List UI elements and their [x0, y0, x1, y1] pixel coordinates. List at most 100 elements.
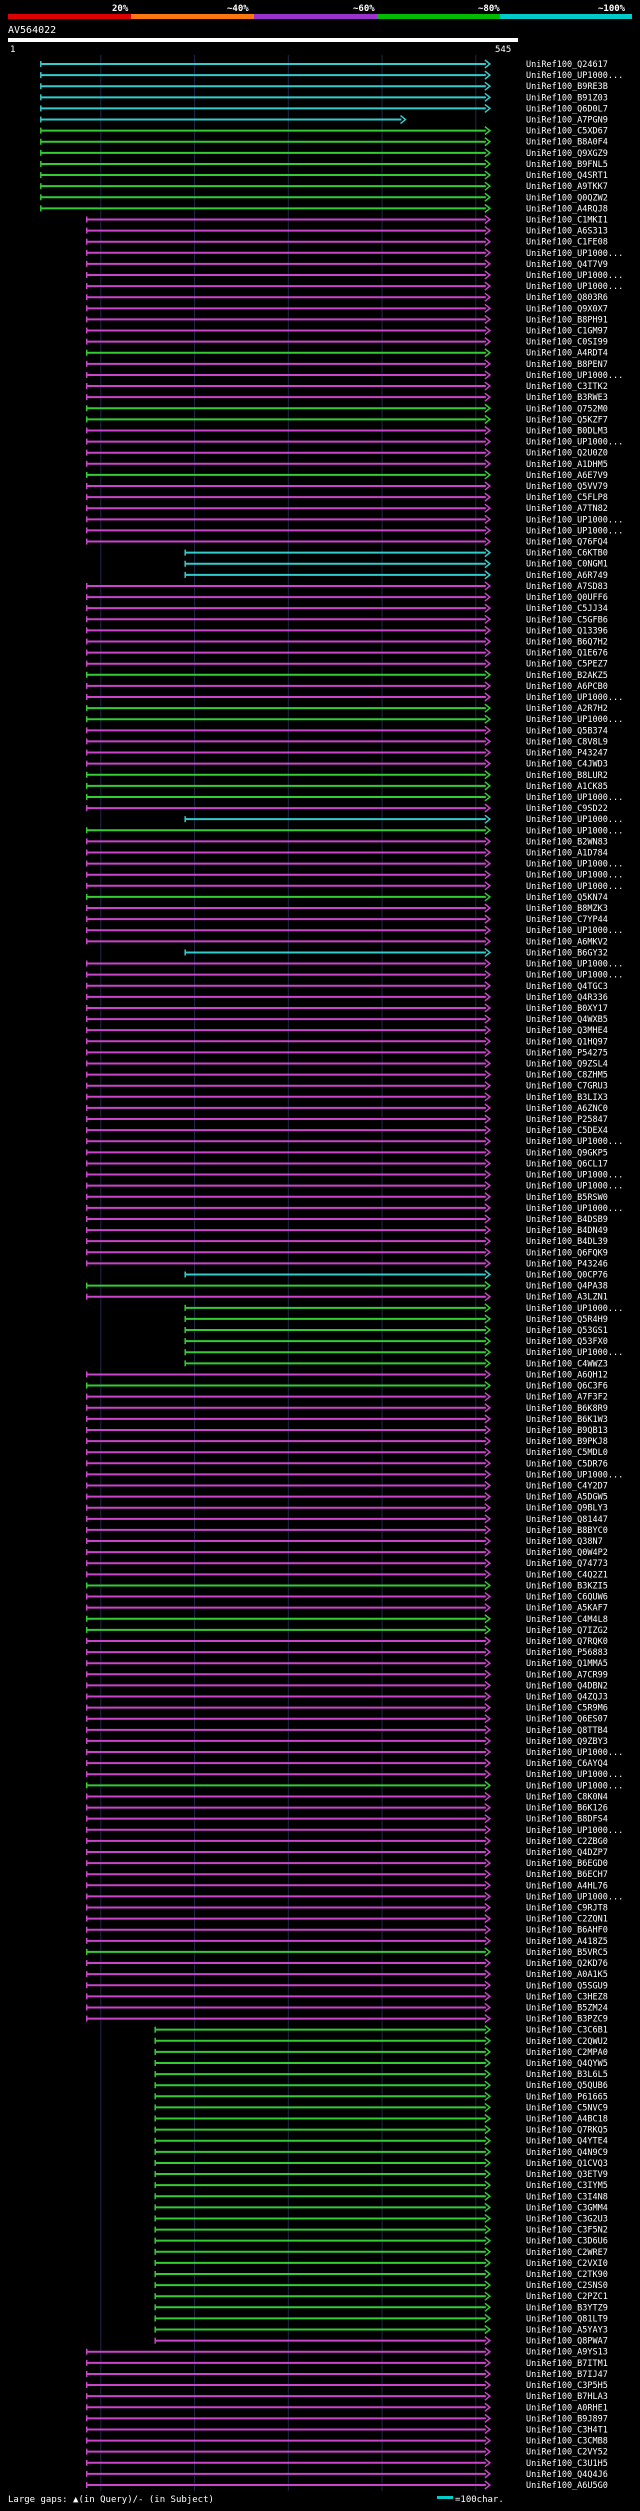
hit-row[interactable]: UniRef100_A7SD83: [86, 581, 608, 592]
hit-row[interactable]: UniRef100_B6EGD0: [86, 1858, 608, 1869]
hit-label[interactable]: UniRef100_A7TN82: [526, 504, 608, 514]
hit-label[interactable]: UniRef100_A6E7V9: [526, 471, 608, 481]
hit-label[interactable]: UniRef100_UP1000...: [526, 1348, 623, 1358]
hit-row[interactable]: UniRef100_Q24617: [40, 59, 608, 70]
hit-row[interactable]: UniRef100_A7F3F2: [86, 1392, 608, 1403]
hit-label[interactable]: UniRef100_Q9XGZ9: [526, 149, 608, 159]
hit-label[interactable]: UniRef100_C4Q2Z1: [526, 1570, 608, 1580]
hit-label[interactable]: UniRef100_C5PEZ7: [526, 660, 608, 670]
hit-label[interactable]: UniRef100_UP1000...: [526, 526, 623, 536]
hit-row[interactable]: UniRef100_P56883: [86, 1647, 608, 1658]
hit-label[interactable]: UniRef100_Q6C3F6: [526, 1382, 608, 1392]
hit-row[interactable]: UniRef100_C2VY52: [86, 2447, 608, 2458]
hit-row[interactable]: UniRef100_B3YTZ9: [154, 2302, 608, 2313]
hit-label[interactable]: UniRef100_UP1000...: [526, 793, 623, 803]
hit-row[interactable]: UniRef100_C5GFB6: [86, 614, 608, 625]
hit-row[interactable]: UniRef100_B6AHF0: [86, 1925, 608, 1936]
hit-row[interactable]: UniRef100_B8MZK3: [86, 903, 608, 914]
hit-row[interactable]: UniRef100_C3U1H5: [86, 2458, 608, 2469]
hit-label[interactable]: UniRef100_C8K0N4: [526, 1792, 608, 1802]
hit-label[interactable]: UniRef100_P43246: [526, 1259, 608, 1269]
hit-label[interactable]: UniRef100_UP1000...: [526, 1781, 623, 1791]
hit-label[interactable]: UniRef100_P54275: [526, 1048, 608, 1058]
hit-label[interactable]: UniRef100_C7YP44: [526, 915, 608, 925]
hit-label[interactable]: UniRef100_B6GY32: [526, 948, 608, 958]
hit-row[interactable]: UniRef100_Q4DBN2: [86, 1680, 608, 1691]
hit-row[interactable]: UniRef100_Q2U0Z0: [86, 448, 608, 459]
hit-label[interactable]: UniRef100_B4DN49: [526, 1226, 608, 1236]
hit-label[interactable]: UniRef100_A6QH12: [526, 1370, 608, 1380]
hit-row[interactable]: UniRef100_Q5R4H9: [184, 1314, 608, 1325]
hit-row[interactable]: UniRef100_C7YP44: [86, 914, 608, 925]
hit-label[interactable]: UniRef100_C5R9M6: [526, 1704, 608, 1714]
hit-label[interactable]: UniRef100_A9TKK7: [526, 182, 608, 192]
hit-label[interactable]: UniRef100_C3GMM4: [526, 2203, 608, 2213]
hit-label[interactable]: UniRef100_B0XY17: [526, 1004, 608, 1014]
hit-row[interactable]: UniRef100_UP1000...: [86, 870, 623, 881]
hit-label[interactable]: UniRef100_C6KTB0: [526, 549, 608, 559]
hit-row[interactable]: UniRef100_UP1000...: [86, 1169, 623, 1181]
hit-row[interactable]: UniRef100_A418Z5: [86, 1936, 608, 1947]
hit-label[interactable]: UniRef100_C5JJ34: [526, 604, 608, 614]
hit-row[interactable]: UniRef100_A4RDT4: [86, 348, 608, 359]
hit-row[interactable]: UniRef100_C3IYM5: [154, 2180, 608, 2191]
hit-label[interactable]: UniRef100_Q803R6: [526, 293, 608, 303]
hit-row[interactable]: UniRef100_UP1000...: [86, 370, 623, 381]
hit-row[interactable]: UniRef100_Q4WXB5: [86, 1014, 608, 1025]
hit-row[interactable]: UniRef100_C5NVC9: [154, 2102, 608, 2113]
hit-row[interactable]: UniRef100_P61665: [154, 2091, 608, 2102]
hit-label[interactable]: UniRef100_Q3MHE4: [526, 1026, 608, 1036]
hit-label[interactable]: UniRef100_A9YS13: [526, 2348, 608, 2358]
hit-label[interactable]: UniRef100_Q1CVQ3: [526, 2159, 608, 2169]
hit-row[interactable]: UniRef100_UP1000...: [86, 270, 623, 281]
hit-label[interactable]: UniRef100_A4HL76: [526, 1881, 608, 1891]
hit-label[interactable]: UniRef100_UP1000...: [526, 271, 623, 281]
hit-row[interactable]: UniRef100_A6ZNC0: [86, 1103, 608, 1114]
hit-label[interactable]: UniRef100_B2WN83: [526, 837, 608, 847]
hit-label[interactable]: UniRef100_B5ZM24: [526, 2003, 608, 2013]
hit-label[interactable]: UniRef100_Q38N7: [526, 1537, 603, 1547]
hit-row[interactable]: UniRef100_UP1000...: [86, 281, 623, 292]
hit-row[interactable]: UniRef100_C2QWU2: [154, 2036, 608, 2047]
hit-label[interactable]: UniRef100_Q5KZF7: [526, 415, 608, 425]
hit-row[interactable]: UniRef100_UP1000...: [86, 958, 623, 970]
hit-label[interactable]: UniRef100_Q0CP76: [526, 1271, 608, 1281]
hit-row[interactable]: UniRef100_C5PEZ7: [86, 659, 608, 670]
hit-label[interactable]: UniRef100_C3I4N8: [526, 2192, 608, 2202]
hit-label[interactable]: UniRef100_C3H4T1: [526, 2425, 608, 2435]
hit-row[interactable]: UniRef100_A6PCB0: [86, 681, 608, 692]
hit-row[interactable]: UniRef100_UP1000...: [86, 881, 623, 892]
hit-row[interactable]: UniRef100_Q9X0X7: [86, 303, 608, 314]
hit-label[interactable]: UniRef100_C3U1H5: [526, 2459, 608, 2469]
hit-label[interactable]: UniRef100_Q4WXB5: [526, 1015, 608, 1025]
hit-label[interactable]: UniRef100_UP1000...: [526, 815, 623, 825]
hit-row[interactable]: UniRef100_UP1000...: [86, 248, 623, 259]
hit-label[interactable]: UniRef100_Q9BLY3: [526, 1504, 608, 1514]
hit-row[interactable]: UniRef100_C3I4N8: [154, 2191, 608, 2202]
hit-label[interactable]: UniRef100_A418Z5: [526, 1937, 608, 1947]
hit-row[interactable]: UniRef100_B6GY32: [184, 947, 608, 958]
hit-row[interactable]: UniRef100_C0SI99: [86, 337, 608, 348]
hit-row[interactable]: UniRef100_P54275: [86, 1047, 608, 1058]
hit-row[interactable]: UniRef100_Q0QZW2: [40, 192, 608, 203]
hit-row[interactable]: UniRef100_C2PZC1: [154, 2291, 608, 2302]
hit-label[interactable]: UniRef100_Q4N9C9: [526, 2148, 608, 2158]
hit-row[interactable]: UniRef100_Q81447: [86, 1514, 608, 1525]
hit-row[interactable]: UniRef100_A0RHE1: [86, 2402, 608, 2413]
hit-label[interactable]: UniRef100_B5VRC5: [526, 1948, 608, 1958]
hit-row[interactable]: UniRef100_A5YAY3: [154, 2324, 608, 2336]
hit-row[interactable]: UniRef100_UP1000...: [184, 814, 623, 825]
hit-row[interactable]: UniRef100_UP1000...: [86, 825, 623, 836]
hit-label[interactable]: UniRef100_Q6D0L7: [526, 104, 608, 114]
hit-row[interactable]: UniRef100_Q6CL17: [86, 1158, 608, 1169]
hit-row[interactable]: UniRef100_C1GM97: [86, 325, 608, 337]
hit-label[interactable]: UniRef100_Q4T7V9: [526, 260, 608, 270]
hit-row[interactable]: UniRef100_UP1000...: [86, 514, 623, 525]
hit-row[interactable]: UniRef100_Q74773: [86, 1558, 608, 1569]
hit-row[interactable]: UniRef100_P43247: [86, 747, 608, 759]
hit-row[interactable]: UniRef100_A1DHM5: [86, 459, 608, 470]
hit-label[interactable]: UniRef100_Q7RKQ5: [526, 2126, 608, 2136]
hit-row[interactable]: UniRef100_B6K1W3: [86, 1414, 608, 1425]
hit-label[interactable]: UniRef100_Q4DZP7: [526, 1848, 608, 1858]
hit-label[interactable]: UniRef100_P56883: [526, 1648, 608, 1658]
